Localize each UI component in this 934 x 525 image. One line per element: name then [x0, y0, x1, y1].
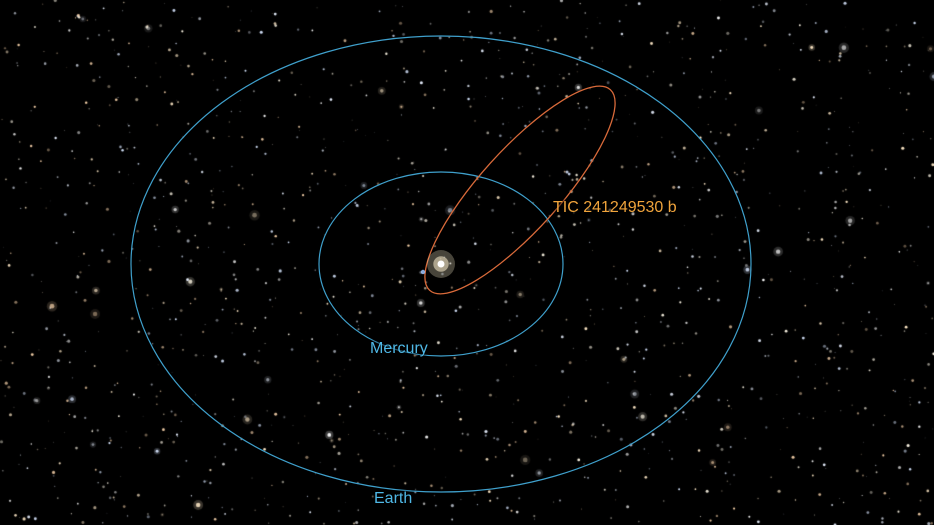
exoplanet-label: TIC 241249530 b [553, 199, 677, 217]
mercury-label: Mercury [370, 340, 428, 358]
earth-label: Earth [374, 490, 412, 508]
orbits-overlay [0, 0, 934, 525]
orbit-diagram: TIC 241249530 b Mercury Earth [0, 0, 934, 525]
host-star [421, 250, 455, 278]
exoplanet-orbit-ellipse [400, 63, 640, 317]
